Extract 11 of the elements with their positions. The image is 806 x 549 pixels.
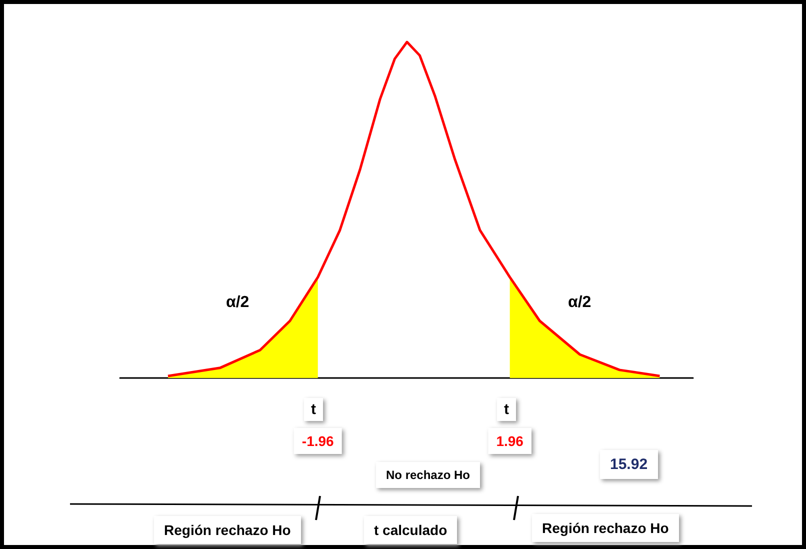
text: 15.92 [600,450,658,479]
x-tick-label: -1.96 [302,433,334,449]
text: Región rechazo Ho [154,516,301,544]
text: t calculado [364,516,458,544]
text: t [304,398,323,421]
x-tick-label: 1.96 [496,433,524,449]
text: No rechazo Ho [376,462,480,488]
annotation: α/2 [567,293,592,313]
text: t [497,398,516,421]
text: Región rechazo Ho [532,514,679,542]
annotation: α/2 [225,293,250,313]
